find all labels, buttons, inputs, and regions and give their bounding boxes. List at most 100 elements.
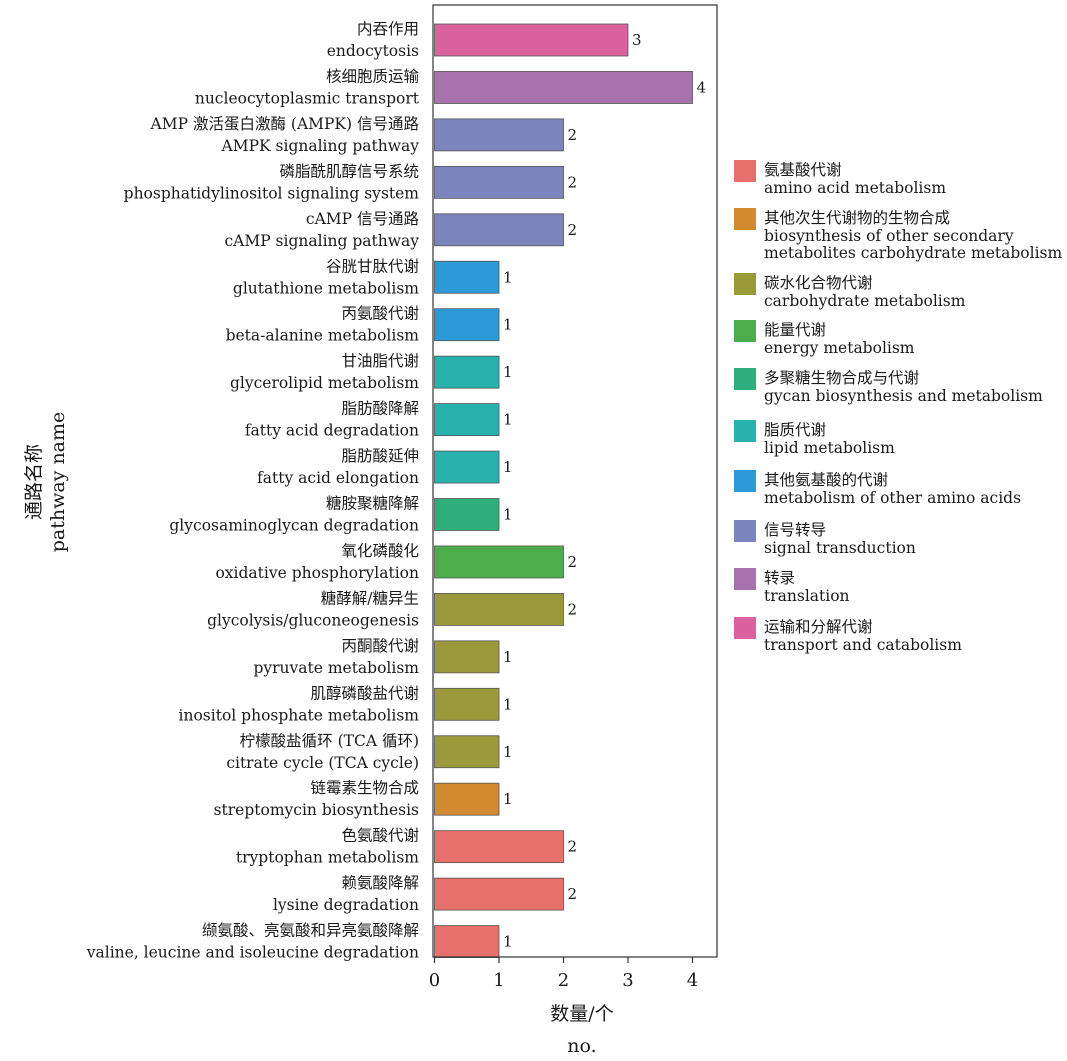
bar	[434, 830, 564, 864]
bar	[434, 877, 564, 911]
category-label-chinese: 丙酮酸代谢	[341, 637, 419, 655]
category-label-chinese: 缬氨酸、亮氨酸和异亮氨酸降解	[202, 922, 419, 940]
category-label-english: inositol phosphate metabolism	[179, 706, 420, 724]
legend-label-chinese: 碳水化合物代谢	[764, 274, 873, 292]
bar	[434, 545, 564, 579]
category-label-english: glycerolipid metabolism	[230, 374, 419, 392]
bar	[434, 403, 500, 437]
category-label-chinese: 糖酵解/糖异生	[321, 589, 419, 607]
legend-label-chinese: 转录	[764, 569, 795, 587]
category-label-chinese: 丙氨酸代谢	[341, 305, 419, 323]
category-label-chinese: cAMP 信号通路	[306, 210, 420, 228]
y-axis-title-english: pathway name	[47, 412, 69, 553]
y-axis-title: 通路名称	[23, 444, 45, 520]
legend-label-english: gycan biosynthesis and metabolism	[764, 387, 1043, 405]
bars-layer: 3 4 2 2 2 1 1 1 1 1 1 2 2 1 1 1 1 2 2 1	[434, 23, 707, 958]
category-label-chinese: 脂肪酸降解	[341, 400, 419, 418]
bar-value-label: 1	[503, 363, 513, 381]
category-label-english: pyruvate metabolism	[253, 659, 419, 677]
bar	[434, 308, 500, 342]
category-label-english: glycolysis/gluconeogenesis	[207, 611, 419, 629]
legend-swatch	[734, 470, 756, 492]
x-tick-label: 1	[493, 970, 504, 991]
bar-value-label: 1	[503, 933, 513, 951]
bar	[434, 71, 693, 104]
legend-swatch	[734, 273, 756, 295]
category-label-english: beta-alanine metabolism	[226, 327, 420, 345]
x-tick-label: 0	[429, 970, 440, 991]
category-label-english: AMPK signaling pathway	[221, 137, 420, 155]
legend-label-chinese: 多聚糖生物合成与代谢	[764, 369, 919, 387]
legend-label-english: signal transduction	[764, 539, 916, 557]
category-label-chinese: 谷胱甘肽代谢	[326, 257, 419, 275]
category-label-english: tryptophan metabolism	[236, 849, 419, 867]
category-labels: 内吞作用 endocytosis 核细胞质运输 nucleocytoplasmic t…	[86, 20, 420, 962]
legend-label-english: metabolism of other amino acids	[764, 489, 1021, 507]
category-label-english: nucleocytoplasmic transport	[195, 89, 420, 107]
legend-label-english: transport and catabolism	[764, 636, 962, 654]
legend-label-english: amino acid metabolism	[764, 179, 946, 197]
category-label-english: glycosaminoglycan degradation	[169, 517, 419, 535]
category-label-chinese: 内吞作用	[357, 20, 419, 38]
legend-label-english: metabolites carbohydrate metabolism	[764, 244, 1062, 262]
bar-value-label: 1	[503, 411, 513, 429]
bar	[434, 23, 629, 57]
legend-swatch	[734, 208, 756, 230]
legend-label-chinese: 信号转导	[764, 521, 826, 539]
bar	[434, 782, 500, 816]
bar-value-label: 2	[568, 221, 578, 239]
bar-value-label: 1	[503, 316, 513, 334]
x-axis-title: 数量/个	[550, 1003, 613, 1025]
bar	[434, 118, 564, 152]
category-label-english: citrate cycle (TCA cycle)	[226, 754, 419, 772]
plot-frame	[432, 4, 718, 958]
category-label-chinese: 色氨酸代谢	[341, 827, 419, 845]
bar	[434, 260, 500, 294]
legend-swatch	[734, 568, 756, 590]
category-label-english: oxidative phosphorylation	[215, 564, 419, 582]
bar-value-label: 4	[697, 78, 707, 96]
x-axis: 0 1 2 3 4	[429, 4, 718, 991]
bar-value-label: 2	[568, 838, 578, 856]
category-label-chinese: 肌醇磷酸盐代谢	[310, 684, 419, 702]
bar	[434, 450, 500, 484]
category-label-english: fatty acid elongation	[257, 469, 419, 487]
bar	[434, 925, 500, 958]
category-label-chinese: 柠檬酸盐循环 (TCA 循环)	[240, 732, 419, 750]
legend-swatch	[734, 368, 756, 390]
bar	[434, 498, 500, 531]
legend-swatch	[734, 617, 756, 639]
legend-label-chinese: 其他氨基酸的代谢	[764, 471, 888, 489]
bar-value-label: 2	[568, 600, 578, 618]
legend-label-chinese: 其他次生代谢物的生物合成	[764, 209, 950, 227]
category-label-english: fatty acid degradation	[245, 422, 419, 440]
axis-titles: 数量/个 no. 通路名称 pathway name	[23, 412, 614, 1057]
bar-value-label: 3	[632, 31, 642, 49]
bar-value-label: 2	[568, 553, 578, 571]
legend-label-english: carbohydrate metabolism	[764, 292, 966, 310]
legend-label-english: lipid metabolism	[764, 439, 895, 457]
bar	[434, 355, 500, 389]
bar-value-label: 1	[503, 268, 513, 286]
category-label-chinese: 磷脂酰肌醇信号系统	[279, 162, 419, 180]
category-label-chinese: 核细胞质运输	[326, 67, 420, 85]
bar-value-label: 1	[503, 648, 513, 666]
bar	[434, 640, 500, 674]
bar	[434, 593, 564, 626]
category-label-chinese: 脂肪酸延伸	[341, 447, 419, 465]
legend-label-chinese: 脂质代谢	[764, 421, 826, 439]
category-label-chinese: 氧化磷酸化	[341, 542, 419, 560]
legend-label-english: energy metabolism	[764, 339, 915, 357]
category-label-english: valine, leucine and isoleucine degradati…	[86, 944, 419, 962]
bar-value-label: 1	[503, 790, 513, 808]
bar-value-label: 1	[503, 458, 513, 476]
bar-value-label: 2	[568, 126, 578, 144]
category-label-chinese: 赖氨酸降解	[341, 874, 419, 892]
category-label-chinese: 甘油脂代谢	[341, 352, 419, 370]
category-label-chinese: 糖胺聚糖降解	[326, 495, 419, 513]
bar-value-label: 2	[568, 173, 578, 191]
bar-value-label: 2	[568, 885, 578, 903]
x-tick-label: 4	[687, 970, 698, 991]
bar	[434, 735, 500, 769]
